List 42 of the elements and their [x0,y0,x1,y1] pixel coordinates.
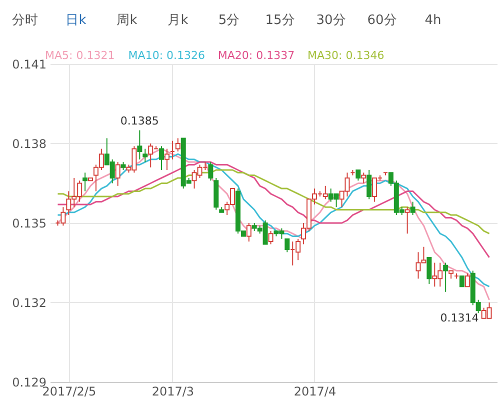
candlestick [426,256,432,284]
candlestick [459,276,464,288]
candlestick [159,146,164,170]
candlestick [137,130,142,160]
y-tick-label: 0.141 [12,58,46,72]
x-tick-label: 2017/4 [294,384,336,398]
text: MA5: 0.1321 [45,49,115,62]
candlestick [82,172,88,192]
candlestick [284,238,290,253]
text: MA10: 0.1326 [128,49,206,62]
y-tick-label: 0.138 [12,137,46,151]
text: MA30: 0.1346 [308,49,384,62]
candlestick [175,138,180,152]
candlestick [208,162,214,182]
candlestick [410,201,416,216]
candlestick [164,148,170,170]
line-series [56,161,490,258]
candlestick [404,206,410,234]
candlestick [356,170,361,182]
candlestick [366,170,372,200]
candlestick [443,262,448,292]
x-tick-label: 2017/3 [152,384,194,398]
text: 60分 [367,13,397,28]
text: MA20: 0.1337 [218,49,295,62]
text: 30分 [316,13,346,28]
text: 日k [66,13,87,28]
y-tick-label: 0.132 [12,296,46,310]
y-tick-label: 0.135 [12,216,46,230]
text: 4h [424,13,442,28]
candlestick [268,230,274,245]
candlestick [361,172,366,184]
annotation: 0.1314 [440,311,479,324]
candlestick [464,272,470,288]
text: 5分 [218,13,240,28]
text: 月k [168,13,189,28]
annotation: 0.1385 [120,114,159,128]
text: 周k [116,13,138,28]
text: 分时 [12,13,38,28]
candlestick [115,162,120,186]
text: 15分 [265,13,295,28]
candlestick [142,148,148,163]
candlestick [246,222,252,242]
